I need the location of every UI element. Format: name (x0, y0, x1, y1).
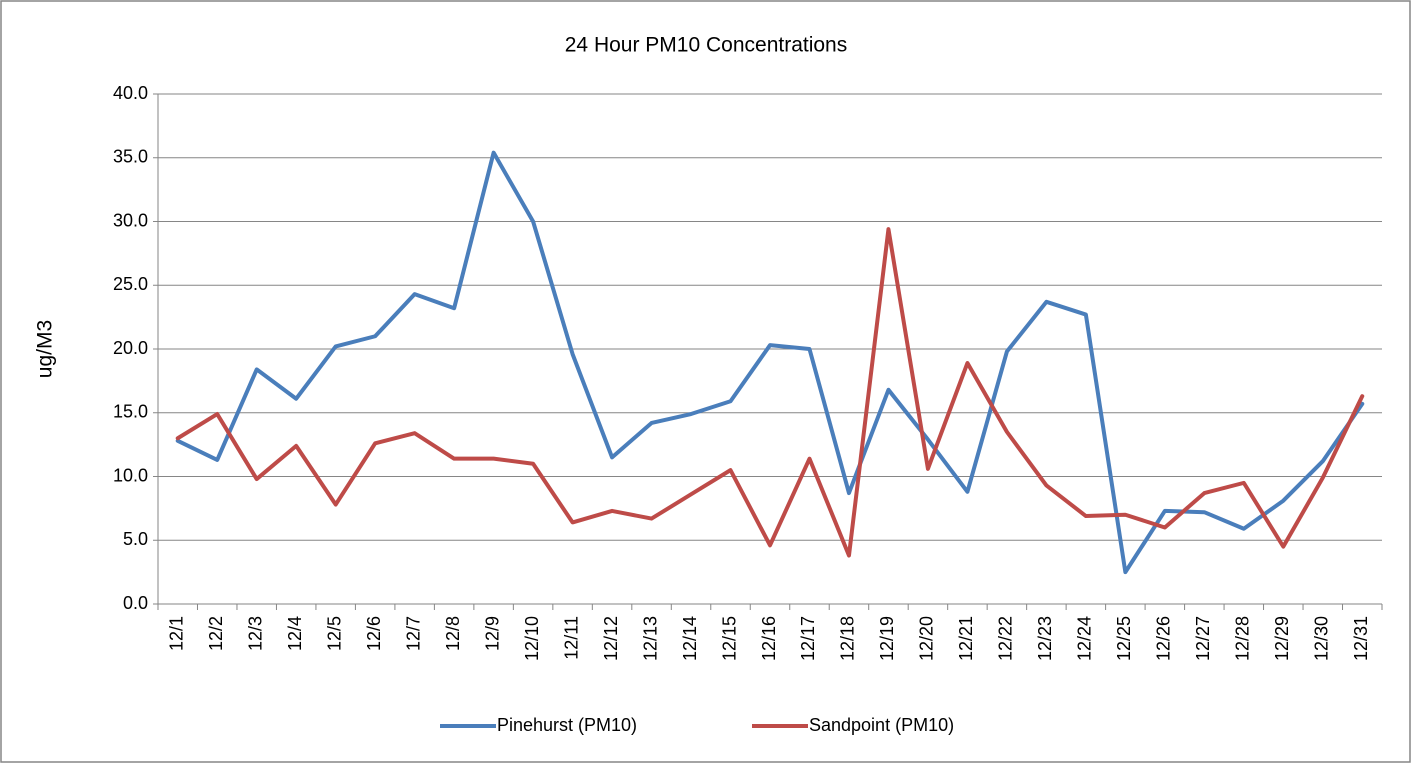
x-tick-label: 12/12 (601, 616, 621, 661)
x-tick-label: 12/30 (1312, 616, 1332, 661)
y-tick-label: 5.0 (123, 529, 148, 549)
y-tick-label: 10.0 (113, 465, 148, 485)
x-tick-label: 12/2 (206, 616, 226, 651)
y-tick-label: 35.0 (113, 147, 148, 167)
x-tick-label: 12/25 (1114, 616, 1134, 661)
y-tick-label: 25.0 (113, 274, 148, 294)
x-tick-label: 12/23 (1035, 616, 1055, 661)
y-tick-label: 30.0 (113, 210, 148, 230)
x-tick-label: 12/28 (1233, 616, 1253, 661)
legend-label: Pinehurst (PM10) (497, 715, 637, 735)
x-tick-label: 12/29 (1272, 616, 1292, 661)
x-tick-label: 12/22 (996, 616, 1016, 661)
x-tick-label: 12/27 (1193, 616, 1213, 661)
x-tick-label: 12/13 (640, 616, 660, 661)
x-tick-label: 12/21 (956, 616, 976, 661)
x-tick-label: 12/11 (561, 616, 581, 660)
x-tick-label: 12/18 (838, 616, 858, 661)
y-tick-label: 20.0 (113, 338, 148, 358)
x-tick-label: 12/20 (917, 616, 937, 661)
series-line (175, 150, 1365, 575)
x-tick-label: 12/3 (245, 616, 265, 651)
x-tick-label: 12/14 (680, 616, 700, 661)
y-axis-label: ug/M3 (34, 320, 57, 378)
x-tick-label: 12/8 (443, 616, 463, 651)
chart-title: 24 Hour PM10 Concentrations (565, 34, 848, 57)
y-tick-label: 15.0 (113, 402, 148, 422)
x-tick-label: 12/7 (403, 616, 423, 651)
x-tick-label: 12/31 (1351, 616, 1371, 661)
legend-label: Sandpoint (PM10) (809, 715, 954, 735)
x-tick-label: 12/19 (877, 616, 897, 661)
x-tick-label: 12/24 (1075, 616, 1095, 661)
x-tick-label: 12/6 (364, 616, 384, 651)
x-tick-label: 12/5 (324, 616, 344, 651)
x-tick-label: 12/26 (1154, 616, 1174, 661)
series-line (175, 227, 1365, 558)
x-tick-label: 12/10 (522, 616, 542, 661)
y-tick-label: 0.0 (123, 593, 148, 613)
x-tick-label: 12/15 (719, 616, 739, 661)
x-tick-label: 12/1 (166, 616, 186, 651)
x-tick-label: 12/4 (285, 616, 305, 651)
x-tick-label: 12/9 (482, 616, 502, 651)
x-tick-label: 12/17 (798, 616, 818, 661)
x-tick-label: 12/16 (759, 616, 779, 661)
y-tick-label: 40.0 (113, 83, 148, 103)
